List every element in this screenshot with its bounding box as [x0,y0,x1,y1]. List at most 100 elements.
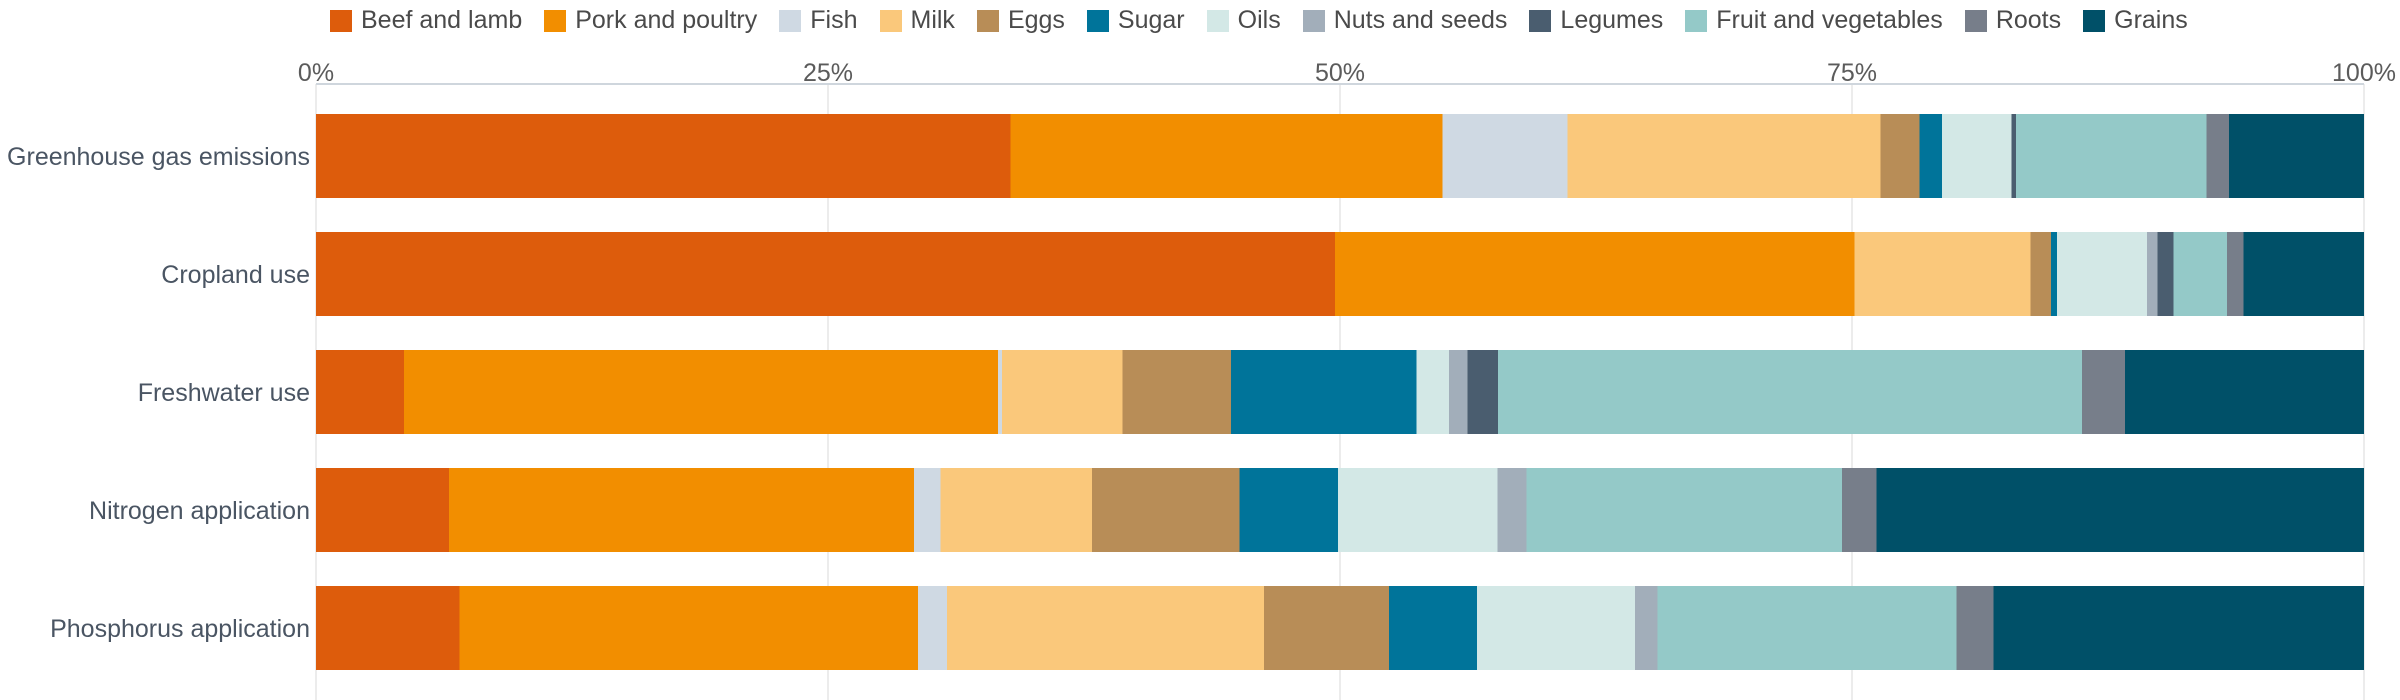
bar-segment [1239,468,1338,552]
legend-swatch [1964,9,1987,32]
bar-segment [1841,468,1877,552]
x-tick-label: 50% [1315,59,1365,87]
legend-swatch [1302,9,1325,32]
legend-label: Sugar [1117,6,1185,34]
legend-label: Fish [810,6,858,34]
x-tick-label: 0% [298,59,334,87]
bar-segment [2050,232,2058,316]
legend-label: Pork and poultry [575,6,758,34]
bar-segment [1334,232,1855,316]
bar-segment [2226,232,2244,316]
bar-segment [1337,468,1498,552]
bar-segment [2147,232,2158,316]
bar-segment [1634,586,1658,670]
bar-segment [940,468,1093,552]
bar-segment [2125,350,2364,434]
bar-segment [316,350,404,434]
bar-segment [316,586,460,670]
bar-segment [1264,586,1390,670]
bar-segment [1993,586,2364,670]
legend-item: Beef and lamb [330,6,522,35]
category-label: Phosphorus application [50,615,310,643]
bar-segment [1449,350,1468,434]
bar-segment [1416,350,1450,434]
bar-segment [1467,350,1499,434]
bar-segment [1230,350,1417,434]
bar-segment [1942,114,2012,198]
legend-label: Milk [910,6,955,34]
legend-item: Sugar [1086,6,1185,35]
bar-segment [449,468,915,552]
category-label: Greenhouse gas emissions [7,143,310,171]
legend-label: Fruit and vegetables [1716,6,1943,34]
bar-segment [1657,586,1957,670]
bar-segment [2173,232,2227,316]
bar-segment [459,586,919,670]
bar-segment [1854,232,2031,316]
legend-swatch [1685,9,1708,32]
x-tick-label: 75% [1827,59,1877,87]
bar-segment [1956,586,1994,670]
legend-item: Oils [1206,6,1281,35]
legend-swatch [544,9,567,32]
bar-segment [1002,350,1123,434]
bar-segment [2228,114,2364,198]
bar-segment [1526,468,1842,552]
bar-segment [1122,350,1231,434]
bar-segment [946,586,1265,670]
bar-segment [1876,468,2364,552]
bar-segment [1498,350,2083,434]
bar-segment [1497,468,1527,552]
legend-item: Eggs [976,6,1065,35]
legend-swatch [330,9,352,32]
bar-segment [1567,114,1881,198]
bar-segment [403,350,998,434]
category-label: Freshwater use [138,379,310,407]
legend-item: Roots [1964,6,2062,35]
legend-swatch [879,9,902,32]
bar-segment [2011,114,2016,198]
legend-label: Grains [2114,6,2188,34]
legend-label: Eggs [1007,6,1065,34]
x-tick-label: 100% [2332,59,2396,87]
bar-segment [2206,114,2229,198]
bar-segment [316,114,1011,198]
bar-segment [1477,586,1635,670]
legend-item: Grains [2083,6,2188,35]
legend-label: Legumes [1560,6,1664,34]
category-label: Cropland use [161,261,310,289]
legend-label: Oils [1237,6,1281,34]
bar-segment [316,468,450,552]
legend-items: Beef and lamb Pork and poultry Fish Milk Egg… [330,6,2188,35]
bar-segment [2030,232,2051,316]
bar-segment [2057,232,2148,316]
bar-segment [316,232,1335,316]
legend-label: Roots [1995,6,2062,34]
bar-segment [914,468,941,552]
bar-segment [1880,114,1920,198]
bar-segment [2015,114,2207,198]
legend-item: Milk [879,6,955,35]
legend-swatch [2083,9,2106,32]
legend-item: Nuts and seeds [1302,6,1508,35]
legend-item: Fruit and vegetables [1685,6,1943,35]
legend-label: Nuts and seeds [1333,6,1508,34]
bar-segment [2243,232,2364,316]
bar-segment [1010,114,1443,198]
legend-item: Legumes [1529,6,1663,35]
legend-swatch [1529,9,1552,32]
legend-item: Fish [779,6,858,35]
legend-swatch [779,9,802,32]
legend-swatch [976,9,999,32]
bar-segment [997,350,1003,434]
bar-segment [1442,114,1568,198]
legend-swatch [1206,9,1229,32]
x-tick-label: 25% [803,59,853,87]
legend-item: Pork and poultry [544,6,757,35]
legend: Beef and lamb Pork and poultry Fish Milk Egg… [0,0,2400,50]
bar-segment [1389,586,1478,670]
category-label: Nitrogen application [89,497,310,525]
bar-segment [2082,350,2126,434]
